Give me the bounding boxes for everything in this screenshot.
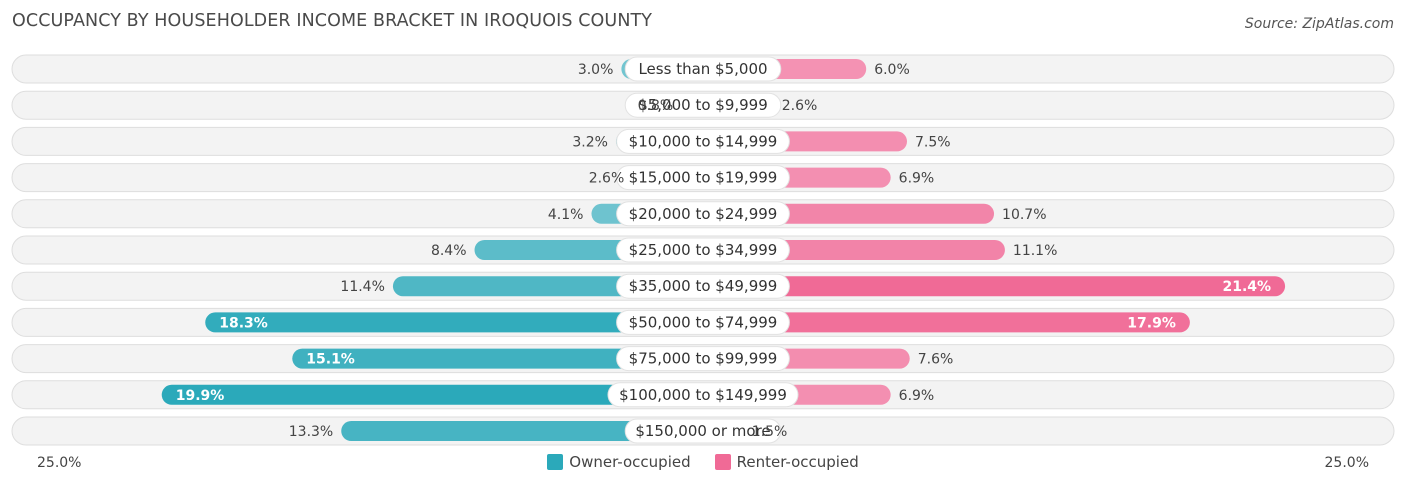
renter-value-label: 6.9%: [899, 388, 935, 404]
category-label: $25,000 to $34,999: [629, 241, 778, 259]
renter-value-label: 7.5%: [915, 134, 951, 150]
renter-value-label: 11.1%: [1013, 243, 1057, 259]
category-label-pill: [624, 56, 782, 82]
renter-value-label: 21.4%: [1223, 279, 1272, 295]
category-label: $35,000 to $49,999: [629, 277, 778, 295]
legend-label-owner: Owner-occupied: [569, 453, 691, 471]
owner-value-label: 3.0%: [578, 62, 614, 78]
owner-bar: [292, 348, 703, 369]
renter-bar: [703, 312, 1190, 333]
chart-title: OCCUPANCY BY HOUSEHOLDER INCOME BRACKET …: [12, 11, 653, 31]
owner-value-label: 2.6%: [589, 171, 625, 187]
category-label-pill: [624, 418, 782, 444]
category-label-pill: [607, 382, 799, 408]
owner-value-label: 11.4%: [340, 279, 384, 295]
source-note: Source: ZipAtlas.com: [1244, 16, 1394, 32]
category-label: $75,000 to $99,999: [629, 350, 778, 368]
legend-swatch-owner: [547, 454, 564, 470]
category-label-pill: [616, 237, 790, 263]
category-label: $15,000 to $19,999: [629, 169, 778, 187]
category-label: $20,000 to $24,999: [629, 205, 778, 223]
owner-bar: [161, 384, 704, 405]
axis-right-label: 25.0%: [1324, 455, 1369, 471]
legend-item-renter: Renter-occupied: [714, 453, 859, 471]
category-label: $100,000 to $149,999: [619, 386, 787, 404]
renter-value-label: 6.0%: [874, 62, 910, 78]
renter-value-label: 1.5%: [752, 424, 788, 440]
owner-value-label: 13.3%: [289, 424, 333, 440]
category-label: $150,000 or more: [635, 422, 770, 440]
owner-value-label: 4.1%: [548, 207, 584, 223]
owner-value-label: 15.1%: [306, 352, 355, 368]
owner-value-label: 3.2%: [572, 134, 608, 150]
renter-value-label: 2.6%: [782, 98, 818, 114]
renter-value-label: 17.9%: [1127, 315, 1176, 331]
renter-bar: [703, 276, 1286, 297]
owner-bar: [205, 312, 704, 333]
owner-bar: [341, 421, 703, 441]
legend: Owner-occupied Renter-occupied: [0, 453, 1406, 471]
axis-left-label: 25.0%: [37, 455, 82, 471]
category-label: Less than $5,000: [638, 60, 767, 78]
category-label: $10,000 to $14,999: [629, 132, 778, 150]
legend-swatch-renter: [714, 454, 731, 470]
owner-value-label: 18.3%: [219, 315, 268, 331]
legend-item-owner: Owner-occupied: [547, 453, 691, 471]
owner-value-label: 19.9%: [176, 388, 225, 404]
renter-value-label: 7.6%: [918, 352, 954, 368]
category-label-pill: [616, 346, 790, 372]
owner-value-label: 8.4%: [431, 243, 467, 259]
category-label: $50,000 to $74,999: [629, 313, 778, 331]
category-label-pill: [616, 165, 790, 191]
renter-value-label: 10.7%: [1002, 207, 1046, 223]
owner-value-label: 0.8%: [638, 98, 674, 114]
renter-value-label: 6.9%: [899, 171, 935, 187]
category-label-pill: [616, 273, 790, 299]
category-label-pill: [624, 92, 782, 118]
category-label: $5,000 to $9,999: [638, 96, 768, 114]
category-label-pill: [616, 309, 790, 335]
legend-label-renter: Renter-occupied: [736, 453, 859, 471]
category-label-pill: [616, 201, 790, 227]
category-label-pill: [616, 128, 790, 154]
